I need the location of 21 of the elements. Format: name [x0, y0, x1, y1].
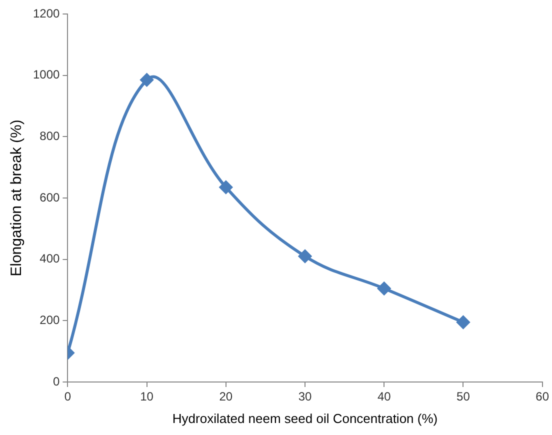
- y-tick-label: 1000: [32, 68, 60, 82]
- point: [378, 282, 391, 295]
- y-axis-title: Elongation at break (%): [8, 120, 26, 276]
- x-tick-label: 20: [219, 390, 233, 404]
- x-tick-label: 60: [536, 390, 550, 404]
- y-tick-label: 400: [40, 252, 60, 266]
- x-tick-label: 10: [140, 390, 154, 404]
- y-tick-label: 0: [53, 374, 60, 388]
- x-tick-label: 0: [64, 390, 72, 404]
- x-tick-label: 40: [377, 390, 392, 404]
- y-tick-label: 1200: [32, 6, 60, 20]
- x-tick-label: 30: [298, 390, 312, 404]
- y-tick-label: 800: [40, 128, 60, 143]
- point: [140, 73, 154, 86]
- y-tick-label: 200: [40, 312, 60, 327]
- x-axis-title: Hydroxilated neem seed oil Concentration (%): [172, 410, 438, 426]
- point: [298, 250, 312, 263]
- x-tick-label: 50: [456, 390, 470, 404]
- point: [219, 180, 232, 194]
- point: [456, 316, 470, 329]
- y-tick-label: 600: [40, 190, 60, 204]
